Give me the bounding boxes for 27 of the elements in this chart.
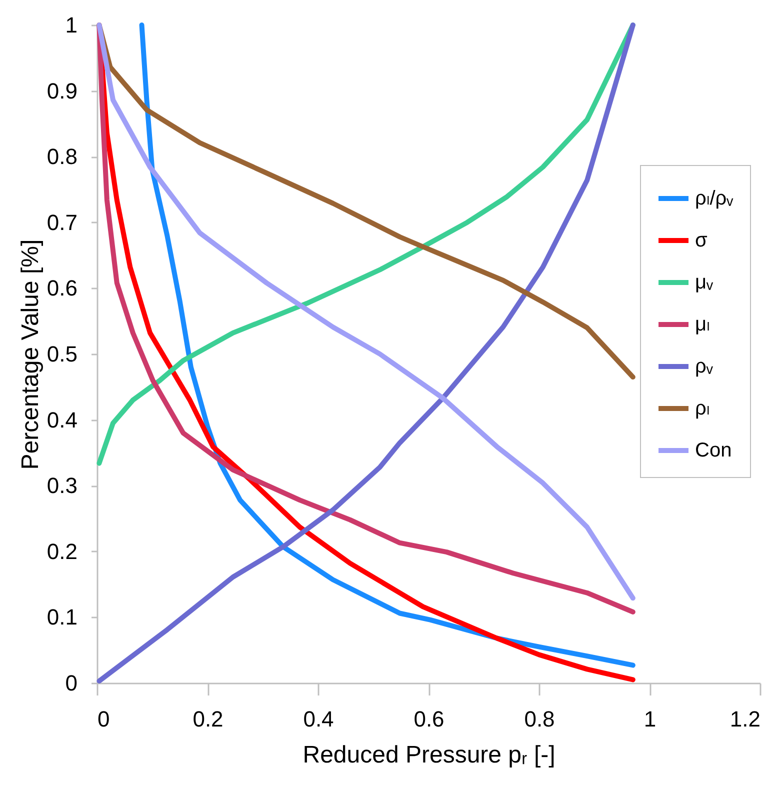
- y-tick-label: 0.1: [46, 604, 78, 630]
- x-tick-label: 0.4: [303, 706, 334, 732]
- x-tick-label: 0: [98, 706, 110, 732]
- y-tick-label: 0.7: [46, 210, 78, 235]
- y-tick-label: 0.8: [46, 144, 78, 170]
- x-tick-label: 0.6: [414, 706, 444, 732]
- x-tick-label: 0.2: [192, 706, 224, 732]
- legend-label: ρₗ/ρᵥ: [695, 188, 734, 210]
- y-axis-title: Percentage Value [%]: [16, 239, 44, 470]
- y-tick-label: 0.6: [46, 276, 78, 301]
- y-tick-label: 0.5: [46, 342, 78, 366]
- legend-label: ρₗ: [695, 398, 710, 420]
- y-tick-label: 0.9: [46, 78, 78, 104]
- x-tick-label: 0.8: [524, 706, 555, 732]
- y-tick-label: 0.4: [46, 407, 78, 432]
- legend-label: ρᵥ: [695, 356, 714, 378]
- x-tick-label: 1.2: [730, 706, 760, 732]
- x-tick-label: 1: [644, 706, 656, 732]
- legend-label: Con: [695, 440, 732, 462]
- y-tick-label: 0.2: [46, 538, 78, 564]
- legend-label: μₗ: [695, 314, 710, 336]
- y-tick-label: 0.3: [46, 473, 78, 498]
- legend-label: σ: [695, 230, 708, 252]
- x-axis-title: Reduced Pressure pᵣ [-]: [302, 742, 556, 768]
- legend-label: μᵥ: [695, 272, 714, 294]
- y-tick-label: 1: [65, 12, 78, 38]
- y-tick-label: 0: [65, 670, 78, 696]
